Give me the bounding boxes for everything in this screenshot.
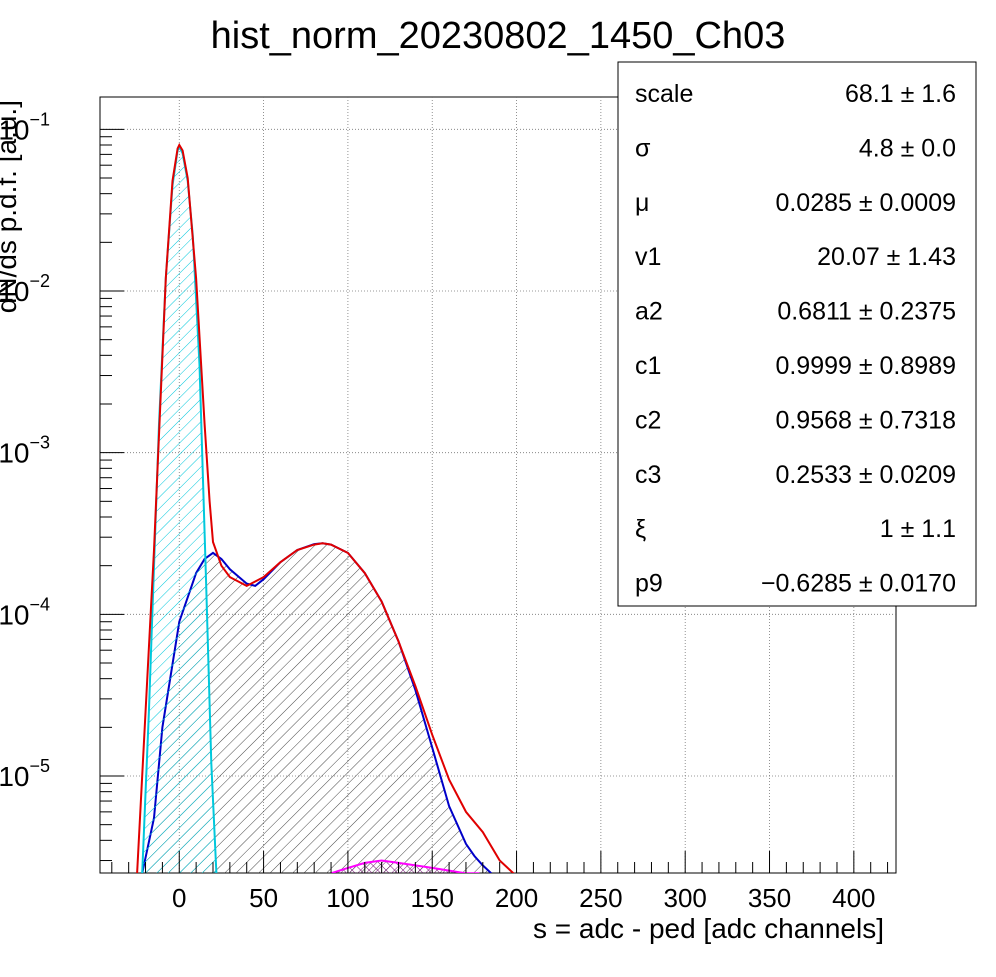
fit-param-value: 0.6811 ± 0.2375 <box>777 298 956 326</box>
x-tick-label: 150 <box>411 883 454 913</box>
y-tick-label: 10−4 <box>0 594 50 630</box>
x-tick-label: 350 <box>748 883 791 913</box>
x-tick-label: 200 <box>495 883 538 913</box>
x-tick-label: 0 <box>172 883 186 913</box>
x-tick-label: 100 <box>326 883 369 913</box>
series-2-area <box>142 543 491 873</box>
fit-param-value: 0.0285 ± 0.0009 <box>775 189 956 217</box>
fit-param-value: 20.07 ± 1.43 <box>817 243 956 271</box>
fit-param-name: v1 <box>635 243 661 271</box>
fit-param-name: c2 <box>635 406 661 434</box>
x-tick-label: 250 <box>579 883 622 913</box>
fit-param-name: p9 <box>635 570 663 598</box>
y-tick-label: 10−2 <box>0 271 50 307</box>
x-axis: 0 50 100 150 200 250 300 350 400 <box>111 851 889 913</box>
y-tick-label: 10−1 <box>0 109 50 145</box>
series-0-line <box>136 142 515 873</box>
fit-param-name: σ <box>635 134 651 162</box>
y-tick-label: 10−5 <box>0 756 50 792</box>
fit-stats-frame <box>617 61 977 607</box>
fit-param-value: 0.9568 ± 0.7318 <box>775 406 956 434</box>
fit-param-name: μ <box>635 189 649 217</box>
x-tick-label: 300 <box>663 883 706 913</box>
fit-param-name: c1 <box>635 352 661 380</box>
fit-param-value: 4.8 ± 0.0 <box>859 134 956 162</box>
y-tick-label: 10−3 <box>0 433 50 469</box>
fit-param-name: ξ <box>635 515 646 543</box>
chart-title: hist_norm_20230802_1450_Ch03 <box>211 15 786 57</box>
x-tick-label: 50 <box>249 883 278 913</box>
fit-param-name: a2 <box>635 298 663 326</box>
fit-param-value: 0.2533 ± 0.0209 <box>775 461 956 489</box>
series-1-area <box>142 146 217 873</box>
fit-param-value: −0.6285 ± 0.0170 <box>761 570 956 598</box>
x-axis-label: s = adc - ped [adc channels] <box>533 913 884 944</box>
fit-param-value: 68.1 ± 1.6 <box>845 80 956 108</box>
fit-param-value: 0.9999 ± 0.8989 <box>775 352 956 380</box>
y-axis-label: dN/ds p.d.f. [a.u.] <box>0 100 22 313</box>
fit-param-name: scale <box>635 80 693 108</box>
fit-param-value: 1 ± 1.1 <box>880 515 956 543</box>
fit-stats-box: scale 68.1 ± 1.6 σ 4.8 ± 0.0 μ 0.0285 ± 0.000… <box>617 61 977 607</box>
x-tick-label: 400 <box>832 883 875 913</box>
y-axis: 10−1 10−2 10−3 10−4 10−5 <box>0 109 124 862</box>
fit-param-name: c3 <box>635 461 661 489</box>
